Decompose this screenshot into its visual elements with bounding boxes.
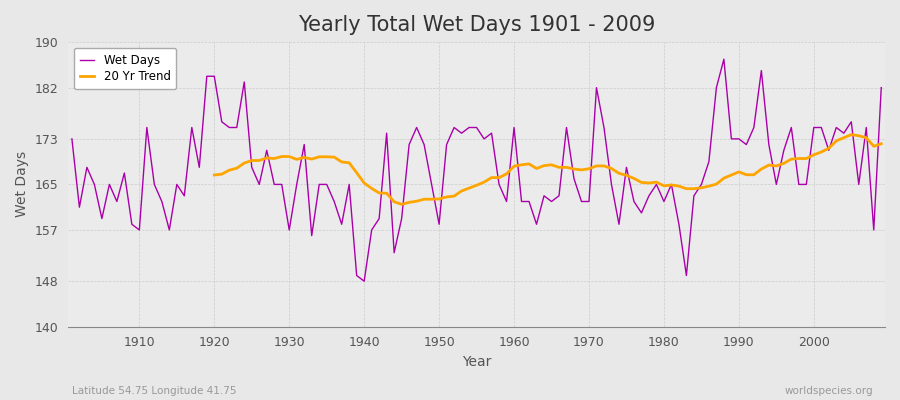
20 Yr Trend xyxy=(681,186,692,191)
20 Yr Trend xyxy=(209,173,220,178)
Wet Days xyxy=(508,125,519,130)
Wet Days xyxy=(876,85,886,90)
Wet Days xyxy=(337,222,347,227)
Text: worldspecies.org: worldspecies.org xyxy=(785,386,873,396)
Text: Latitude 54.75 Longitude 41.75: Latitude 54.75 Longitude 41.75 xyxy=(72,386,237,396)
20 Yr Trend xyxy=(418,197,429,202)
Wet Days xyxy=(67,136,77,141)
20 Yr Trend xyxy=(846,132,857,137)
Wet Days xyxy=(359,279,370,284)
20 Yr Trend xyxy=(299,155,310,160)
20 Yr Trend xyxy=(396,202,407,207)
Line: Wet Days: Wet Days xyxy=(72,59,881,281)
Wet Days xyxy=(516,199,526,204)
X-axis label: Year: Year xyxy=(462,355,491,369)
Title: Yearly Total Wet Days 1901 - 2009: Yearly Total Wet Days 1901 - 2009 xyxy=(298,15,655,35)
Y-axis label: Wet Days: Wet Days xyxy=(15,151,29,218)
Legend: Wet Days, 20 Yr Trend: Wet Days, 20 Yr Trend xyxy=(74,48,176,89)
20 Yr Trend xyxy=(876,141,886,146)
Wet Days xyxy=(718,57,729,62)
Line: 20 Yr Trend: 20 Yr Trend xyxy=(214,135,881,204)
20 Yr Trend xyxy=(786,157,796,162)
20 Yr Trend xyxy=(861,135,872,140)
Wet Days xyxy=(606,182,616,187)
Wet Days xyxy=(127,222,138,227)
20 Yr Trend xyxy=(771,164,782,168)
Wet Days xyxy=(292,182,302,187)
